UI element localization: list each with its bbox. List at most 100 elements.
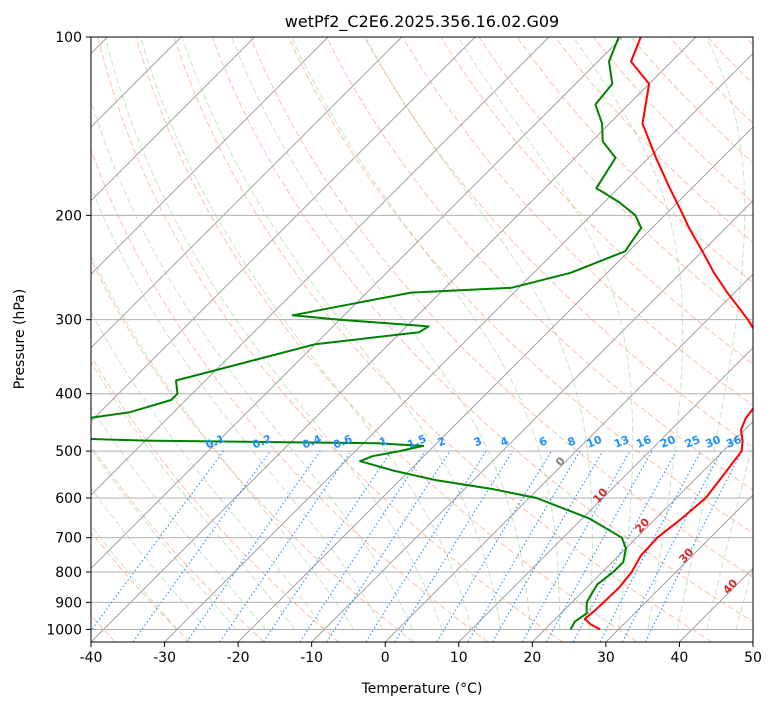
dry-adiabat-line [402,37,753,407]
mixing-ratio-line [186,450,321,642]
isotherm-line [91,37,550,496]
moist-adiabat-line [572,37,684,630]
mixing-ratio-label: 3 [472,434,484,449]
chart-title: wetPf2_C2E6.2025.356.16.02.G09 [285,12,559,32]
moist-adiabat-line [91,406,266,630]
moist-adiabat-line [91,361,296,630]
mixing-ratio-label: 25 [683,433,702,451]
dry-adiabat-line [97,37,563,642]
y-tick-label: 500 [55,444,82,460]
y-tick-label: 1000 [46,622,82,638]
x-tick-label: -40 [80,650,103,666]
x-tick-label: -20 [227,650,250,666]
dry-adiabat-lines [91,37,753,642]
mixing-ratio-label: 20 [658,433,677,451]
dry-adiabat-line [135,37,638,642]
mixing-ratio-line [546,450,653,642]
mixing-ratio-label: 10 [585,433,604,451]
isotherm-line [384,273,753,642]
moist-adiabat-line [91,487,207,630]
isotherm-lines [91,37,753,642]
isotherm-line [91,37,623,570]
mixing-ratio-line [522,450,631,642]
y-tick-label: 900 [55,595,82,611]
moist-adiabat-line [104,37,443,630]
y-tick-label: 300 [55,313,82,329]
isotherm-line [237,126,753,642]
mixing-ratio-line [326,450,451,642]
y-tick-label: 200 [55,208,82,224]
dewpoint-line [91,37,643,630]
y-axis: 100 200 300 400 500 600 700 800 900 1000 [46,30,91,638]
x-tick-label: 40 [671,650,689,666]
dry-adiabat-line [326,37,753,491]
x-tick-label: 50 [744,650,762,666]
y-tick-label: 800 [55,565,82,581]
mixing-ratio-label: 2 [436,434,448,449]
isotherm-line [91,37,329,275]
dry-adiabat-line [478,37,753,324]
mixing-ratio-line [436,450,552,642]
x-tick-label: 30 [597,650,615,666]
moist-adiabat-line [231,37,531,630]
mixing-ratio-label: 30 [704,433,723,451]
y-tick-label: 700 [55,531,82,547]
mixing-ratio-line [492,450,604,642]
isotherm-line [91,37,476,423]
mixing-ratio-label: 36 [724,433,743,451]
dry-adiabat-line [91,355,340,642]
moist-adiabat-line [457,37,634,630]
mixing-ratio-label: 16 [634,433,653,451]
isobar-gridlines [91,37,753,630]
x-axis-label: Temperature (°C) [361,681,483,697]
mixing-ratio-label: 1 [377,434,389,449]
mixing-ratio-line [572,450,677,642]
dry-adiabat-line [440,37,753,365]
mixing-ratio-line [219,450,352,642]
isotherm-line [91,37,697,642]
y-tick-label: 400 [55,387,82,403]
isotherm-line [311,199,753,642]
moist-adiabat-line [91,524,178,630]
plot-area [91,37,753,642]
x-tick-label: -10 [300,650,323,666]
mixing-ratio-line [394,450,514,642]
y-tick-label: 600 [55,491,82,507]
x-tick-label: 10 [450,650,468,666]
isotherm-line [531,420,753,642]
dry-adiabat-line [516,37,753,284]
moist-adiabat-line [364,37,593,630]
y-axis-label: Pressure (hPa) [12,289,28,389]
isotherm-line [605,494,753,642]
temperature-line [583,37,753,631]
dry-adiabat-line [287,37,753,534]
dry-adiabat-line [554,37,753,244]
mixing-ratio-label: 8 [566,434,578,449]
mixing-ratio-label: 13 [612,433,631,451]
mixing-ratio-line [467,450,581,642]
dry-adiabat-line [91,531,191,642]
x-tick-label: -30 [153,650,176,666]
dry-adiabat-line [630,37,753,164]
mixing-ratio-line [365,450,487,642]
isotherm-line [458,347,753,642]
dry-adiabat-line [592,37,753,204]
moist-adiabat-line [91,185,384,630]
x-tick-label: 0 [381,650,390,666]
y-tick-label: 100 [55,30,82,46]
plot-background [91,37,753,642]
dry-adiabat-line [91,148,489,642]
mixing-ratio-lines [91,450,743,642]
x-tick-label: 20 [523,650,541,666]
mixing-ratio-line [132,450,271,642]
dry-adiabat-line [211,37,753,623]
dry-adiabat-line [249,37,753,578]
isotherm-line [91,37,256,202]
x-axis: -40 -30 -20 -10 0 10 20 30 40 50 [80,642,762,666]
sounding-profiles [91,37,753,631]
isotherm-line [164,52,753,642]
isotherm-line [91,37,403,349]
moist-adiabat-line [181,37,502,630]
plot-frame [90,36,754,643]
